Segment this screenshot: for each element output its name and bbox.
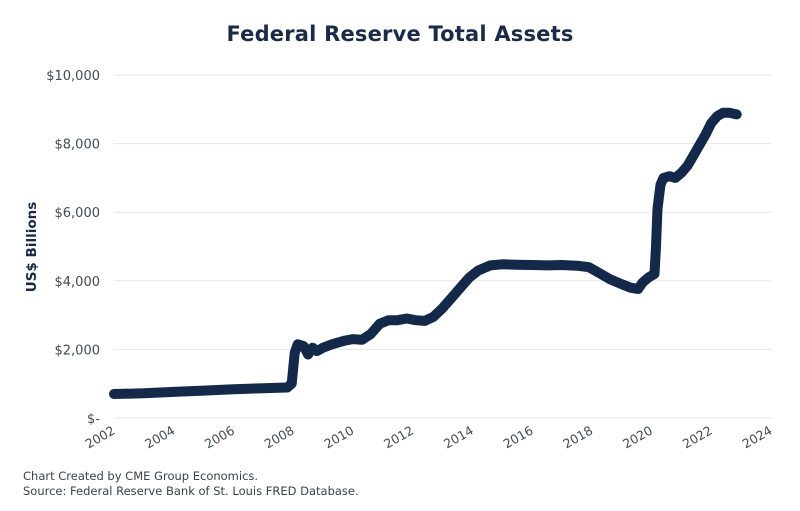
series-line — [109, 107, 742, 399]
x-tick-label: 2018 — [560, 423, 595, 452]
gridlines — [114, 74, 771, 419]
x-tick-label: 2012 — [381, 423, 416, 452]
x-tick-label: 2008 — [262, 423, 297, 452]
chart-footer: Chart Created by CME Group Economics. So… — [23, 469, 359, 499]
series-group — [109, 107, 742, 399]
line-chart: $-$2,000$4,000$6,000$8,000$10,000 2002 20… — [24, 69, 775, 452]
x-tick-label: 2006 — [202, 423, 237, 452]
chart-title: Federal Reserve Total Assets — [226, 22, 574, 46]
x-tick-label: 2020 — [620, 423, 655, 452]
x-tick-label: 2004 — [142, 423, 177, 452]
y-tick-label: $10,000 — [46, 69, 100, 84]
y-tick-label: $6,000 — [55, 206, 101, 221]
x-tick-label: 2016 — [501, 423, 536, 452]
y-axis-label: US$ Billions — [24, 202, 40, 293]
x-axis-ticks: 2002 2004 2006 2008 2010 2012 2014 2016 2018 2020… — [82, 423, 774, 452]
y-axis-ticks: $- $2,000 $4,000 $6,000 $8,000 $10,000 — [46, 69, 100, 427]
y-tick-label: $2,000 — [55, 343, 101, 358]
x-tick-label: 2010 — [321, 423, 356, 452]
y-tick-label: $8,000 — [55, 138, 101, 153]
x-tick-label: 2022 — [680, 423, 715, 452]
x-tick-label: 2024 — [739, 423, 774, 452]
y-tick-label: $- — [87, 412, 100, 427]
x-tick-label: 2014 — [441, 423, 476, 452]
footer-source: Source: Federal Reserve Bank of St. Loui… — [23, 484, 359, 498]
y-tick-label: $4,000 — [55, 275, 101, 290]
footer-credit: Chart Created by CME Group Economics. — [23, 469, 259, 483]
